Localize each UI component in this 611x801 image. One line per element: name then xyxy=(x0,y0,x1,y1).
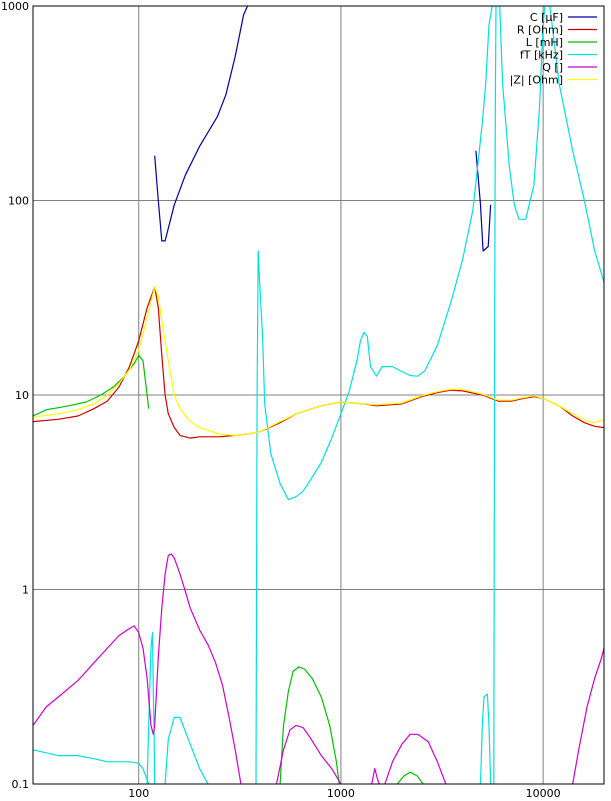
legend: C [µF]R [Ohm]L [mH]fT [kHz]Q []|Z| [Ohm] xyxy=(510,11,597,87)
series-line-q xyxy=(275,724,342,784)
x-tick-label: 1000 xyxy=(327,787,355,800)
legend-label: |Z| [Ohm] xyxy=(510,74,563,87)
x-tick-label: 100 xyxy=(128,787,149,800)
legend-label: C [µF] xyxy=(530,11,563,24)
series-z-ohm xyxy=(33,286,604,436)
series-line-l-mh xyxy=(33,354,150,417)
series-line-c-f xyxy=(475,150,492,252)
series-line-l-mh xyxy=(279,666,340,784)
series-r-ohm xyxy=(33,286,604,439)
plot-frame xyxy=(32,5,605,785)
tick-labels: 100 1000 10000 0.1 1 10 100 1000 xyxy=(1,0,561,800)
series-line-r-ohm xyxy=(33,286,604,439)
series-c-f xyxy=(154,6,492,252)
series-line-ft-khz xyxy=(33,749,150,784)
series-line-q xyxy=(572,647,604,784)
series-line-ft-khz xyxy=(499,6,546,220)
series-ft-khz xyxy=(33,6,604,784)
series-line-ft-khz xyxy=(255,6,493,784)
grid-lines xyxy=(33,6,604,784)
series-line-z-ohm xyxy=(33,286,604,436)
series-line-c-f xyxy=(154,6,249,242)
series-line-ft-khz xyxy=(164,716,209,784)
series-line-q xyxy=(33,553,242,784)
series-layer xyxy=(33,6,604,784)
legend-label: R [Ohm] xyxy=(517,24,563,37)
y-tick-label: 1 xyxy=(22,584,29,597)
y-tick-label: 100 xyxy=(8,195,29,208)
legend-label: L [mH] xyxy=(526,36,563,49)
series-line-q xyxy=(384,733,447,784)
series-line-ft-khz xyxy=(549,6,604,283)
series-line-ft-khz xyxy=(493,6,497,784)
legend-label: fT [kHz] xyxy=(520,49,563,62)
series-line-ft-khz xyxy=(479,693,492,784)
series-line-l-mh xyxy=(396,771,424,784)
series-l-mh xyxy=(33,354,424,784)
y-tick-label: 0.1 xyxy=(12,778,30,791)
series-q xyxy=(33,553,604,784)
legend-label: Q [] xyxy=(542,61,563,74)
y-tick-label: 1000 xyxy=(1,0,29,13)
y-tick-label: 10 xyxy=(15,389,29,402)
x-tick-label: 10000 xyxy=(526,787,561,800)
series-line-q xyxy=(371,768,380,784)
series-line-ft-khz xyxy=(146,632,156,784)
